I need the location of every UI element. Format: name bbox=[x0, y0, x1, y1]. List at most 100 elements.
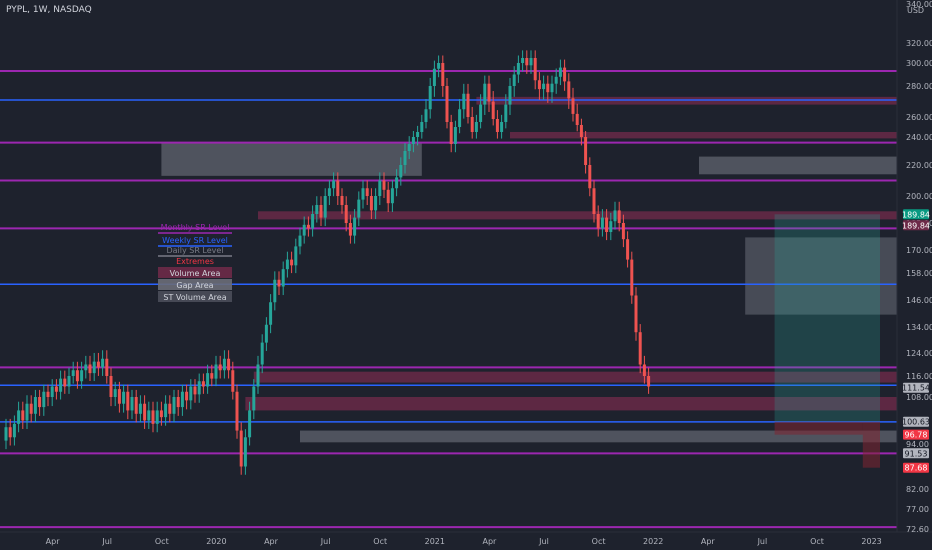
candle-body bbox=[164, 403, 168, 418]
candle-body bbox=[323, 196, 327, 218]
candle-body bbox=[260, 342, 264, 365]
candle bbox=[424, 98, 428, 129]
candle bbox=[390, 180, 394, 213]
position-loss-zone[interactable] bbox=[862, 421, 880, 468]
candle bbox=[525, 50, 529, 74]
candle bbox=[470, 106, 474, 139]
candle-body bbox=[479, 104, 483, 122]
candle bbox=[617, 201, 621, 232]
y-tick-label: 134.00 bbox=[906, 323, 932, 332]
symbol-header: PYPL, 1W, NASDAQ bbox=[6, 5, 92, 15]
candle-body bbox=[227, 358, 231, 371]
candle bbox=[399, 157, 403, 186]
price-tag: 91.53 bbox=[903, 448, 929, 459]
x-tick-label: 2020 bbox=[206, 537, 226, 546]
candle bbox=[386, 181, 390, 213]
candle bbox=[155, 401, 159, 433]
candle-body bbox=[130, 397, 134, 411]
y-tick-label: 240.00 bbox=[906, 133, 932, 142]
candle-body bbox=[155, 410, 159, 424]
candle bbox=[344, 196, 348, 232]
candle-body bbox=[336, 180, 340, 196]
candle bbox=[281, 261, 285, 296]
candle bbox=[235, 384, 239, 439]
candle-body bbox=[554, 76, 558, 84]
st-volume-area bbox=[745, 237, 897, 315]
candle-body bbox=[197, 381, 201, 395]
candle-body bbox=[84, 364, 88, 371]
candle bbox=[222, 350, 226, 379]
y-tick-label: 200.00 bbox=[906, 192, 932, 201]
candle bbox=[567, 73, 571, 109]
candle bbox=[533, 50, 537, 90]
candle-body bbox=[600, 217, 604, 229]
candle-body bbox=[143, 403, 147, 421]
candle bbox=[12, 415, 16, 446]
legend-item: Weekly SR Level bbox=[158, 236, 232, 247]
candle bbox=[416, 125, 420, 146]
candle-body bbox=[4, 427, 8, 441]
candle-body bbox=[33, 397, 37, 414]
candle-body bbox=[109, 376, 113, 397]
candle bbox=[395, 169, 399, 197]
position-loss-zone[interactable] bbox=[774, 421, 863, 435]
candle bbox=[138, 395, 142, 423]
x-tick-label: 2022 bbox=[643, 537, 663, 546]
price-tag-label: 111.54 bbox=[902, 384, 930, 393]
candle bbox=[411, 131, 415, 153]
price-tag: 189.84 bbox=[902, 209, 930, 220]
x-tick-label: Apr bbox=[482, 537, 497, 546]
candle bbox=[336, 172, 340, 205]
candle bbox=[537, 72, 541, 100]
candle bbox=[264, 317, 268, 351]
candle bbox=[260, 334, 264, 374]
candle bbox=[143, 395, 147, 429]
candle bbox=[521, 50, 525, 72]
candle-body bbox=[256, 364, 260, 387]
candle bbox=[588, 157, 592, 197]
x-tick-label: Apr bbox=[701, 537, 716, 546]
candle bbox=[147, 401, 151, 429]
x-tick-label: Jul bbox=[757, 537, 768, 546]
candle bbox=[273, 271, 277, 311]
legend-label: Extremes bbox=[176, 257, 214, 266]
legend-label: ST Volume Area bbox=[163, 293, 226, 302]
candle bbox=[374, 188, 378, 220]
candle bbox=[315, 196, 319, 223]
candle-body bbox=[361, 188, 365, 200]
y-tick-label: 94.00 bbox=[906, 440, 929, 449]
position-tool[interactable] bbox=[774, 214, 880, 468]
candle bbox=[558, 59, 562, 86]
x-tick-label: Jul bbox=[320, 537, 331, 546]
candle bbox=[185, 384, 189, 410]
time-axis[interactable]: Apr Jul Oct 2020 Apr Jul Oct 2021 Apr Jul Oct 2022 A… bbox=[46, 537, 882, 546]
candle bbox=[428, 77, 432, 119]
candle bbox=[626, 231, 630, 268]
candle bbox=[479, 94, 483, 129]
candle-body bbox=[617, 210, 621, 223]
price-axis[interactable]: 340.00 320.00 300.00 280.00 260.00 240.00 220.… bbox=[906, 0, 932, 534]
candle-body bbox=[273, 279, 277, 303]
candle-body bbox=[537, 80, 541, 90]
price-tag: 189.84 bbox=[902, 220, 930, 231]
candle bbox=[214, 355, 218, 387]
price-tag-bg bbox=[903, 462, 929, 473]
candle bbox=[462, 83, 466, 119]
candle-body bbox=[605, 217, 609, 232]
candle bbox=[407, 136, 411, 160]
price-tag-label: 87.68 bbox=[905, 464, 928, 473]
candle bbox=[302, 216, 306, 244]
y-tick-label: 146.00 bbox=[906, 296, 932, 305]
candle-body bbox=[634, 295, 638, 333]
candle bbox=[512, 66, 516, 97]
volume-area bbox=[258, 211, 897, 220]
candle bbox=[96, 352, 100, 376]
candle bbox=[21, 401, 25, 429]
candle bbox=[495, 110, 499, 139]
x-tick-label: Oct bbox=[810, 537, 824, 546]
volume-area bbox=[245, 397, 897, 411]
candle-body bbox=[71, 370, 75, 376]
zones-layer bbox=[161, 96, 898, 443]
position-profit-zone[interactable] bbox=[774, 214, 880, 422]
